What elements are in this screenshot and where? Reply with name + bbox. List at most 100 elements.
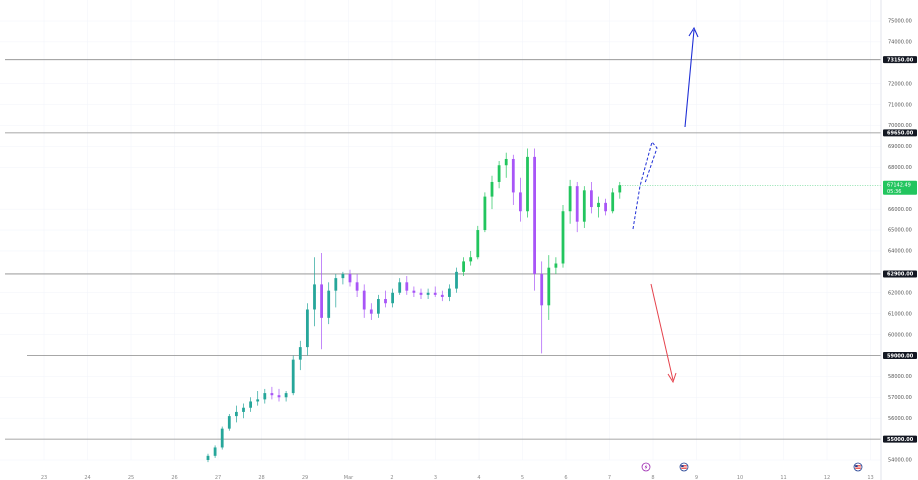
candle-body — [526, 156, 529, 212]
candle — [618, 181, 622, 199]
candle — [469, 250, 473, 266]
level-label-bg — [883, 129, 917, 137]
time-axis[interactable]: 23 24 25 26 27 28 29 Mar 2 3 4 5 6 7 8 9 10 11 12 13 — [41, 475, 874, 480]
candle — [547, 255, 551, 320]
candle — [419, 288, 423, 300]
candle — [582, 186, 586, 228]
candle-body — [469, 257, 473, 262]
candle-body — [490, 181, 494, 197]
us-flag-event-icon[interactable] — [679, 462, 689, 472]
candle-body — [611, 192, 615, 212]
time-tick-label: 10 — [737, 475, 743, 480]
candle — [334, 273, 338, 308]
level-label-bg — [883, 270, 917, 278]
candle — [504, 152, 508, 178]
time-tick-label: 3 — [434, 475, 437, 480]
time-tick-label: 7 — [608, 475, 611, 480]
candle — [398, 278, 402, 295]
red-down-arrow[interactable] — [650, 283, 674, 381]
candle-body — [348, 273, 352, 283]
level-label-bg — [883, 351, 917, 359]
candle — [568, 179, 572, 224]
candle — [511, 154, 515, 205]
candle — [391, 288, 394, 308]
price-axis[interactable]: 75000.00 74000.00 72000.00 71000.00 70000.00… — [880, 0, 917, 480]
candle — [483, 192, 487, 233]
candle-body — [575, 186, 579, 222]
candle-body — [391, 292, 394, 304]
candle — [497, 161, 501, 189]
candle-body — [249, 401, 252, 408]
level-label: 59000.00 — [887, 353, 914, 359]
time-tick-label: 25 — [128, 475, 134, 480]
candle-body — [291, 359, 295, 394]
level-label: 55000.00 — [887, 437, 914, 443]
candle-body — [462, 261, 465, 272]
candle-body — [206, 455, 210, 460]
candle-body — [306, 309, 309, 348]
price-tick-label: 62000.00 — [888, 290, 912, 296]
candle — [533, 148, 536, 291]
time-tick-label: 5 — [521, 475, 524, 480]
price-tick-label: 69000.00 — [888, 144, 912, 150]
time-tick-label: 24 — [84, 475, 90, 480]
candle-body — [412, 290, 416, 293]
candle — [412, 286, 416, 297]
candle-body — [533, 156, 536, 274]
candle-body — [256, 399, 260, 402]
candle — [519, 177, 522, 222]
candle-body — [604, 202, 607, 212]
us-flag-event-icon[interactable] — [853, 462, 863, 472]
candle — [369, 303, 373, 320]
candle-body — [327, 290, 331, 318]
candle-body — [341, 273, 345, 279]
candle-body — [590, 190, 593, 208]
candle — [277, 388, 281, 402]
countdown-label: 05:36 — [887, 189, 901, 195]
candle — [561, 204, 565, 268]
candle — [270, 386, 274, 400]
blue-up-arrow[interactable] — [684, 29, 695, 128]
candle-body — [320, 284, 323, 318]
candle-body — [405, 282, 409, 291]
candle-body — [540, 273, 544, 306]
grid — [0, 0, 881, 461]
candle-body — [504, 158, 508, 166]
level-label-bg — [883, 435, 917, 443]
lightning-event-icon[interactable] — [641, 462, 651, 472]
candle-body — [235, 411, 238, 417]
price-tick-label: 74000.00 — [888, 40, 912, 46]
candle — [220, 426, 224, 450]
candle — [284, 391, 288, 402]
price-tick-label: 71000.00 — [888, 102, 912, 108]
candle — [554, 257, 558, 274]
time-tick-label: 8 — [651, 475, 654, 480]
candle-body — [377, 299, 380, 314]
horizontal-levels — [5, 59, 881, 440]
event-markers[interactable] — [641, 462, 863, 472]
candle — [298, 340, 302, 371]
time-tick-label: 11 — [780, 475, 786, 480]
candle — [227, 414, 231, 431]
candle — [575, 181, 579, 233]
candle-body — [597, 202, 600, 208]
price-tick-label: 70000.00 — [888, 123, 912, 129]
candle-body — [277, 395, 281, 398]
time-tick-label: 9 — [695, 475, 698, 480]
candle-body — [547, 267, 551, 306]
candle — [377, 294, 380, 318]
candle — [604, 198, 607, 216]
current-price-label-bg — [883, 180, 917, 195]
candle — [597, 196, 600, 218]
candle — [462, 257, 465, 277]
time-tick-label: 27 — [215, 475, 221, 480]
candle-body — [384, 299, 387, 304]
level-label-bg — [883, 56, 917, 64]
level-label: 62900.00 — [887, 272, 914, 278]
blue-arrow-head — [688, 26, 699, 38]
price-tick-label: 65000.00 — [888, 228, 912, 234]
candle-body — [497, 165, 501, 182]
candle-body — [227, 416, 231, 429]
candle-body — [511, 158, 515, 193]
